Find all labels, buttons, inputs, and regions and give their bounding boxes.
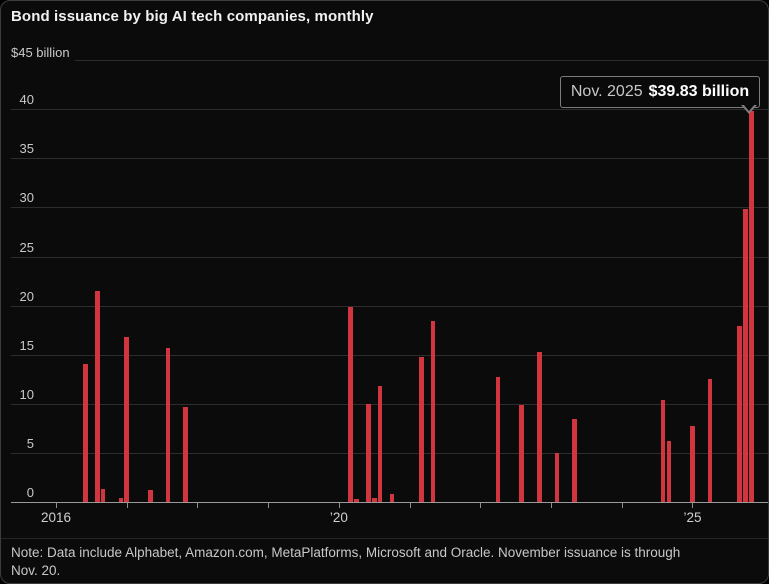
y-axis-label-25: 25 — [19, 239, 34, 255]
tooltip: Nov. 2025 $39.83 billion — [560, 76, 760, 108]
x-axis-tick-2025 — [692, 502, 694, 508]
bar[interactable] — [660, 399, 666, 502]
gridline-5 — [11, 452, 768, 454]
bar[interactable] — [147, 490, 153, 502]
y-axis-label-40: 40 — [19, 92, 34, 108]
gridline-30 — [11, 207, 768, 209]
y-axis-label-20: 20 — [19, 288, 34, 304]
gridline-35 — [11, 158, 768, 160]
tooltip-caret-fill — [742, 104, 755, 111]
bar[interactable] — [377, 386, 383, 502]
y-axis-label-35: 35 — [19, 141, 34, 157]
bar[interactable] — [707, 379, 713, 502]
x-axis-tick-2018 — [197, 502, 199, 508]
bar[interactable] — [118, 497, 124, 502]
bar[interactable] — [366, 403, 371, 502]
bar[interactable] — [94, 290, 100, 502]
bar[interactable] — [389, 493, 395, 502]
bar[interactable] — [749, 111, 754, 502]
y-axis-label-15: 15 — [19, 337, 34, 353]
bar[interactable] — [536, 352, 542, 502]
gridline-25 — [11, 256, 768, 258]
x-axis-tick-2021 — [409, 502, 411, 508]
bar[interactable] — [430, 321, 436, 502]
x-axis-label-2025: ’25 — [683, 510, 702, 525]
x-axis-tick-2024 — [621, 502, 623, 508]
y-axis-label-0: 0 — [26, 484, 34, 500]
bar[interactable] — [737, 326, 742, 502]
bar[interactable] — [100, 489, 106, 502]
source-note: Note: Data include Alphabet, Amazon.com,… — [11, 545, 681, 578]
bar[interactable] — [419, 357, 424, 502]
x-axis-tick-2020 — [338, 502, 340, 508]
bar[interactable] — [354, 499, 359, 502]
x-axis-tick-2016 — [56, 502, 57, 508]
bar[interactable] — [371, 497, 377, 502]
x-axis-label-2020: ’20 — [329, 510, 348, 525]
bar[interactable] — [690, 426, 695, 502]
x-axis-tick-2017 — [126, 502, 128, 508]
x-axis-tick-2022 — [480, 502, 482, 508]
note-divider — [1, 538, 768, 539]
gridline-45 — [75, 60, 768, 62]
y-axis-label-10: 10 — [19, 386, 34, 402]
bar[interactable] — [495, 376, 501, 502]
bar[interactable] — [124, 336, 129, 502]
y-axis-label-30: 30 — [19, 190, 34, 206]
x-axis-tick-2023 — [551, 502, 553, 508]
bar[interactable] — [348, 306, 353, 502]
tooltip-value: $39.83 billion — [648, 83, 750, 100]
y-axis-unit-label: $45 billion — [11, 45, 70, 60]
bar[interactable] — [165, 347, 171, 502]
gridline-40 — [11, 109, 768, 111]
gridline-10 — [11, 403, 768, 405]
bar[interactable] — [743, 209, 748, 502]
tooltip-date: Nov. 2025 — [570, 83, 643, 100]
bar[interactable] — [83, 364, 88, 502]
x-axis-label-2016: 2016 — [40, 510, 72, 525]
chart-title: Bond issuance by big AI tech companies, … — [11, 8, 374, 25]
gridline-20 — [11, 305, 768, 307]
bar[interactable] — [572, 419, 577, 502]
x-axis-tick-2019 — [268, 502, 270, 508]
gridline-15 — [11, 354, 768, 356]
bar[interactable] — [554, 452, 560, 502]
bar[interactable] — [519, 404, 524, 502]
bar[interactable] — [666, 440, 672, 502]
y-axis-label-5: 5 — [26, 435, 34, 451]
x-axis-baseline — [11, 501, 768, 504]
bar[interactable] — [183, 406, 188, 502]
